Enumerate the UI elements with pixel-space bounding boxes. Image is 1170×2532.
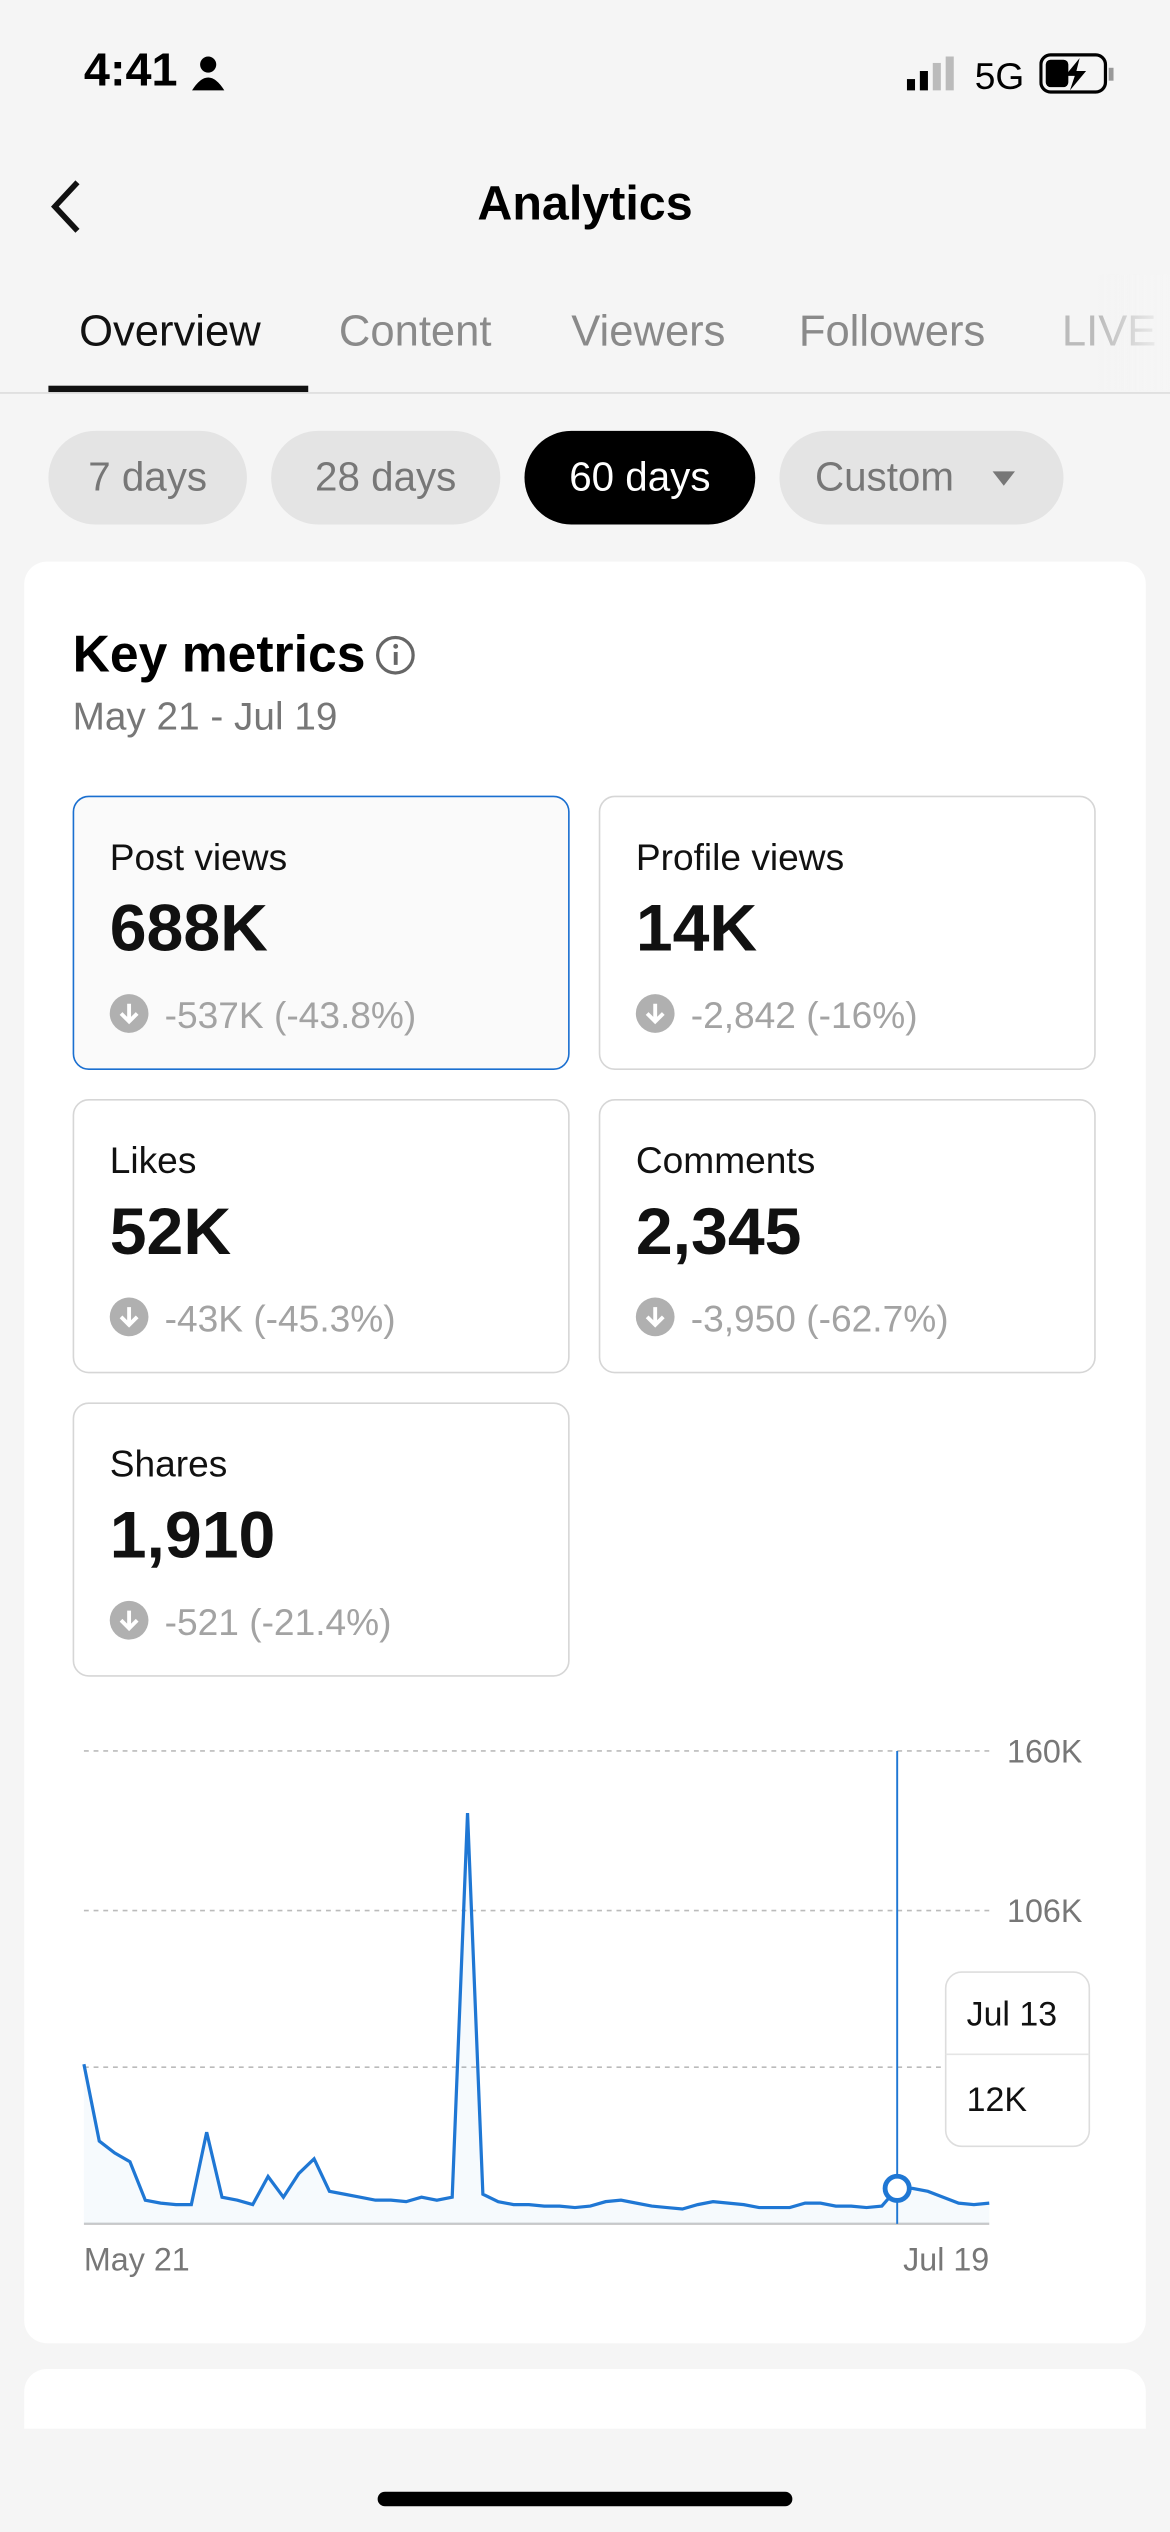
back-button[interactable]: [45, 178, 93, 236]
filter[interactable]: 28 days: [271, 430, 501, 525]
tooltip-box: [944, 1971, 1091, 2148]
down-icon: [635, 994, 675, 1033]
battery-icon: [1039, 53, 1114, 94]
x-tick-label: Jul 19: [903, 2242, 989, 2278]
y-tick-label: 160K: [1007, 1733, 1083, 1769]
dropdown-icon: [992, 471, 1016, 486]
metric-card[interactable]: Profile views 14K -2,842 (-16%): [598, 795, 1096, 1070]
filter[interactable]: Custom: [779, 430, 1064, 525]
filter-label: Custom: [814, 455, 954, 501]
metric-value: 2,345: [635, 1194, 802, 1269]
metric-change: -2,842 (-16%): [690, 994, 918, 1037]
page-title: Analytics: [477, 177, 693, 231]
metric-label: Profile views: [635, 835, 845, 878]
metric-value: 1,910: [109, 1497, 276, 1572]
tab[interactable]: Viewers: [571, 306, 726, 356]
metric-card[interactable]: Shares 1,910 -521 (-21.4%): [72, 1402, 570, 1677]
x-tick-label: May 21: [84, 2242, 190, 2278]
metric-change: -3,950 (-62.7%): [690, 1297, 949, 1340]
line: [82, 1812, 990, 2211]
filter[interactable]: 60 days: [524, 430, 756, 525]
tooltip: Jul 13 12K: [944, 1971, 1091, 2148]
person-icon: [192, 56, 225, 91]
next-panel: [24, 2369, 1146, 2434]
tab[interactable]: Overview: [79, 306, 261, 356]
metric-value: 52K: [109, 1194, 232, 1269]
signal-icon: [906, 56, 954, 91]
tab[interactable]: Content: [338, 306, 492, 356]
chart: 160K 106K May 21 Jul 19 Jul 13 12K: [82, 1733, 1091, 2278]
down-icon: [109, 994, 149, 1033]
metric-label: Shares: [109, 1442, 228, 1485]
metric-change: -43K (-45.3%): [164, 1297, 396, 1340]
down-icon: [109, 1297, 149, 1337]
metric-card[interactable]: Comments 2,345 -3,950 (-62.7%): [598, 1098, 1096, 1374]
metric-label: Post views: [109, 835, 288, 878]
info-icon[interactable]: [374, 634, 416, 676]
bottom-bar: [0, 2428, 1170, 2532]
date-range: May 21 - Jul 19: [72, 695, 338, 740]
highlight-point: [882, 2173, 912, 2203]
metric-label: Comments: [635, 1139, 816, 1182]
tooltip-value: 12K: [967, 2081, 1028, 2119]
down-icon: [109, 1600, 149, 1640]
metric-change: -537K (-43.8%): [164, 994, 417, 1037]
metric-change: -521 (-21.4%): [164, 1600, 392, 1643]
filter[interactable]: 7 days: [48, 430, 247, 525]
metric-value: 14K: [635, 890, 758, 966]
tab-indicator: [48, 385, 309, 393]
home-indicator: [377, 2491, 793, 2507]
metric-label: Likes: [109, 1139, 197, 1182]
divider: [0, 392, 1170, 394]
network: 5G: [974, 54, 1025, 97]
metric-card[interactable]: Post views 688K -537K (-43.8%): [72, 795, 570, 1070]
y-tick-label: 106K: [1007, 1893, 1083, 1929]
tab[interactable]: Followers: [798, 306, 986, 356]
tooltip-date: Jul 13: [967, 1995, 1057, 2033]
area: [83, 1813, 990, 2224]
tab-fade: [1097, 274, 1170, 391]
metric-value: 688K: [109, 890, 268, 966]
metric-card[interactable]: Likes 52K -43K (-45.3%): [72, 1098, 570, 1374]
down-icon: [635, 1297, 675, 1337]
section-title: Key metrics: [72, 624, 366, 683]
time: 4:41: [83, 45, 178, 97]
